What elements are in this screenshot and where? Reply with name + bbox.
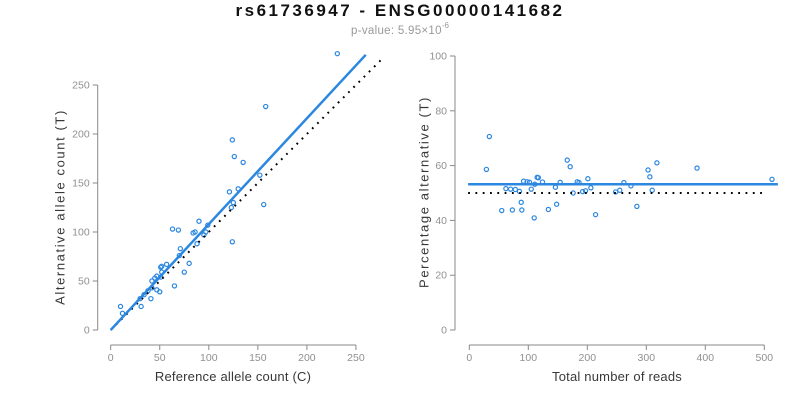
data-point bbox=[654, 160, 660, 166]
data-point bbox=[230, 199, 237, 206]
data-point bbox=[509, 207, 516, 213]
data-point bbox=[507, 186, 514, 192]
data-point bbox=[645, 167, 651, 173]
x-tick-label: 50 bbox=[154, 352, 166, 364]
x-tick-label: 200 bbox=[298, 352, 316, 364]
data-point bbox=[192, 229, 198, 235]
data-point bbox=[159, 263, 165, 269]
page-title: rs61736947 - ENSG00000141682 bbox=[235, 1, 565, 20]
x-tick-label: 400 bbox=[697, 352, 715, 364]
data-point bbox=[519, 207, 525, 213]
data-point bbox=[261, 201, 267, 208]
data-point bbox=[334, 50, 341, 57]
data-point bbox=[257, 172, 263, 178]
data-point bbox=[553, 201, 560, 207]
data-point bbox=[203, 229, 209, 235]
y-tick-label: 100 bbox=[72, 227, 90, 239]
data-point bbox=[138, 303, 144, 310]
data-point bbox=[499, 207, 505, 214]
data-point bbox=[196, 218, 202, 224]
data-point bbox=[175, 227, 182, 233]
data-point bbox=[148, 295, 154, 302]
data-point bbox=[117, 303, 124, 310]
data-point bbox=[486, 133, 493, 140]
data-point bbox=[186, 260, 192, 267]
y-tick-label: 0 bbox=[441, 325, 447, 337]
x-tick-label: 250 bbox=[347, 352, 365, 364]
y-tick-label: 60 bbox=[435, 160, 447, 172]
data-point bbox=[157, 289, 163, 295]
data-point bbox=[531, 215, 537, 221]
data-point bbox=[228, 204, 235, 211]
data-point bbox=[634, 203, 640, 210]
y-tick-label: 80 bbox=[435, 105, 447, 117]
data-point bbox=[567, 163, 573, 170]
data-point bbox=[231, 153, 238, 160]
right-x-axis-title: Total number of reads bbox=[552, 369, 682, 384]
data-point bbox=[518, 199, 524, 206]
data-point bbox=[262, 103, 269, 110]
data-point bbox=[585, 176, 591, 182]
y-tick-label: 40 bbox=[435, 215, 447, 227]
data-point bbox=[564, 157, 570, 163]
data-point bbox=[169, 226, 176, 232]
data-point bbox=[158, 264, 164, 270]
fit-line bbox=[109, 53, 367, 331]
x-tick-label: 100 bbox=[520, 352, 538, 364]
data-point bbox=[579, 188, 586, 195]
data-point bbox=[149, 278, 155, 284]
x-tick-label: 0 bbox=[108, 352, 114, 364]
data-point bbox=[592, 211, 599, 218]
data-point bbox=[177, 245, 184, 252]
data-point bbox=[545, 206, 552, 213]
data-point bbox=[163, 261, 170, 268]
data-point bbox=[503, 185, 509, 192]
y-tick-label: 20 bbox=[435, 270, 447, 282]
x-tick-label: 200 bbox=[579, 352, 597, 364]
pvalue-exponent: -6 bbox=[441, 21, 449, 30]
chart-subtitle: p-value: 5.95×10-6 bbox=[0, 21, 800, 37]
x-tick-label: 300 bbox=[638, 352, 656, 364]
data-point bbox=[229, 239, 236, 245]
right-y-axis-title: Percentage alternative (T) bbox=[416, 96, 432, 288]
data-point bbox=[194, 241, 200, 247]
data-point bbox=[528, 186, 534, 192]
x-tick-label: 500 bbox=[756, 352, 774, 364]
data-point bbox=[483, 166, 490, 173]
left-x-axis-title: Reference allele count (C) bbox=[154, 369, 312, 384]
data-point bbox=[588, 185, 594, 191]
y-tick-label: 100 bbox=[429, 51, 447, 63]
data-point bbox=[512, 186, 519, 193]
x-tick-label: 0 bbox=[466, 352, 472, 364]
data-point bbox=[647, 174, 653, 180]
identity-line bbox=[109, 55, 386, 331]
data-point bbox=[171, 283, 178, 289]
data-point bbox=[240, 159, 246, 166]
data-point bbox=[694, 165, 700, 171]
data-point bbox=[226, 189, 233, 195]
y-tick-label: 150 bbox=[72, 178, 90, 190]
x-tick-label: 150 bbox=[249, 352, 267, 364]
data-point bbox=[552, 184, 559, 190]
data-point bbox=[229, 137, 236, 143]
pvalue-text: p-value: 5.95×10 bbox=[351, 24, 442, 37]
y-tick-label: 250 bbox=[72, 80, 90, 92]
y-tick-label: 50 bbox=[78, 276, 90, 288]
left-y-axis-title: Alternative allele count (T) bbox=[52, 109, 68, 305]
x-tick-label: 100 bbox=[200, 352, 218, 364]
data-point bbox=[181, 269, 187, 275]
data-point bbox=[769, 176, 775, 182]
y-tick-label: 0 bbox=[84, 325, 90, 337]
y-tick-label: 200 bbox=[72, 129, 90, 141]
data-point bbox=[205, 222, 211, 228]
data-point bbox=[535, 174, 542, 181]
data-point bbox=[617, 187, 623, 193]
data-point bbox=[649, 187, 655, 193]
